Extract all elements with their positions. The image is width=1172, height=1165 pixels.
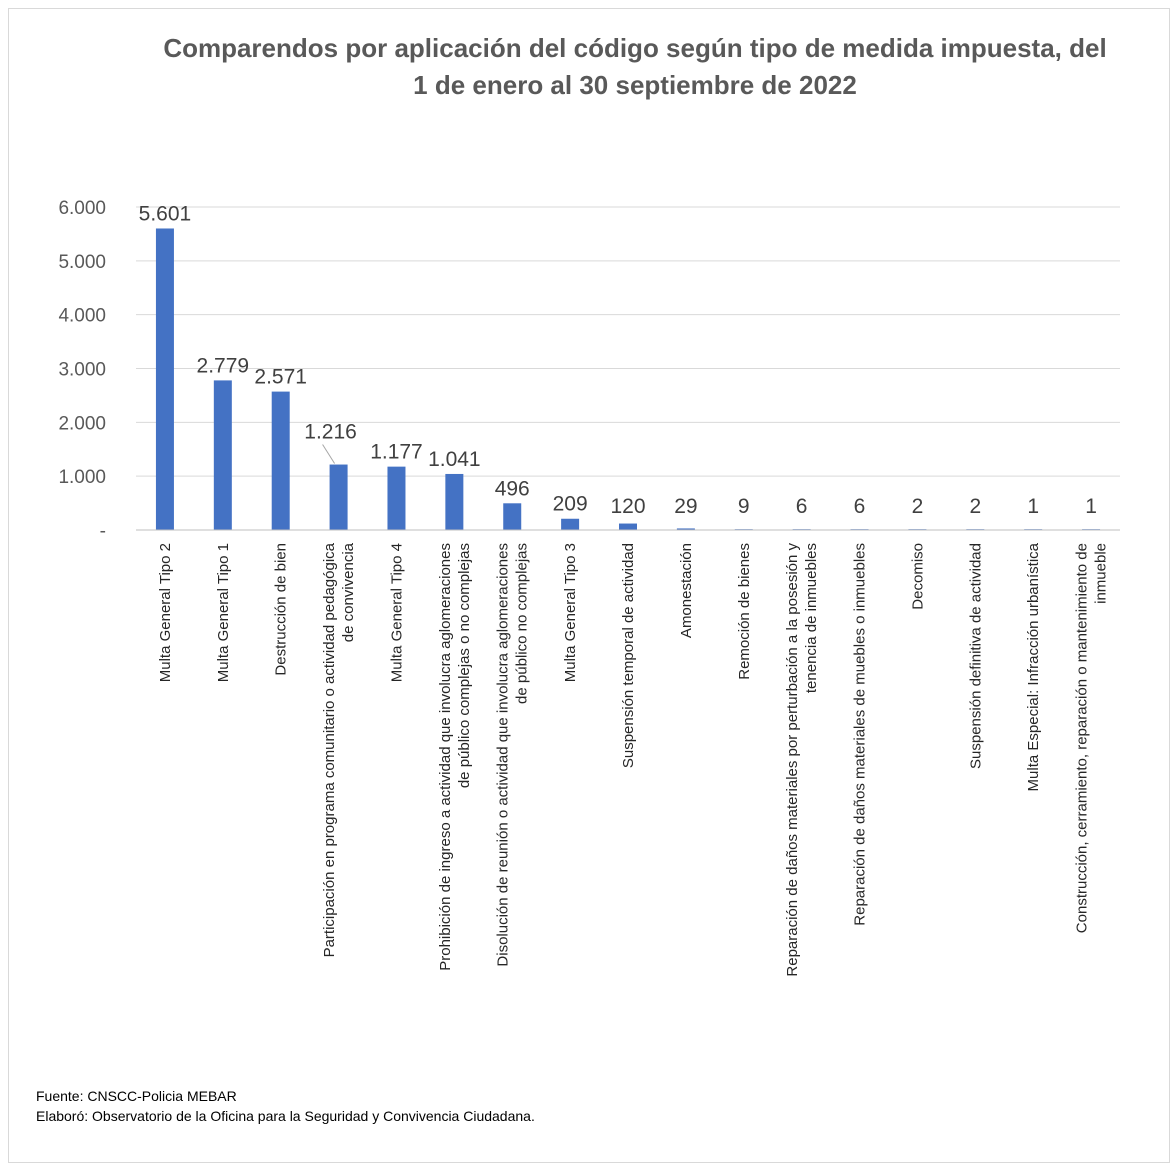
x-category-label-line: Multa General Tipo 3 [562,543,579,682]
data-label: 9 [738,495,750,518]
x-category-label-line: de público complejas o no complejas [456,543,473,788]
y-tick-label: 3.000 [58,360,106,381]
x-category-label-line: Suspensión temporal de actividad [620,543,637,768]
data-label: 1.216 [304,421,357,444]
x-category-label-line: Decomiso [909,543,926,610]
bar [619,523,637,530]
x-category-label: Amonestación [678,543,695,638]
x-category-label: Multa General Tipo 2 [157,543,174,682]
x-category-label-line: Prohibición de ingreso a actividad que i… [437,543,454,971]
data-label: 2 [969,495,981,518]
x-category-label: Remoción de bienes [736,543,753,680]
data-label: 1.177 [370,441,423,464]
data-label: 1.041 [428,448,481,471]
x-category-label: Multa General Tipo 1 [215,543,232,682]
bar [676,528,695,530]
x-category-label-line: Multa General Tipo 2 [157,543,174,682]
x-category-label: Participación en programa comunitario o … [321,542,357,957]
data-label: 1 [1027,495,1039,518]
x-category-label: Suspensión definitiva de actividad [967,543,984,769]
bar [445,473,464,530]
chart-frame [8,8,1170,1163]
x-category-label-line: Destrucción de bien [273,543,290,676]
x-category-label-line: inmueble [1093,543,1110,604]
data-label: 2.779 [197,354,250,377]
data-label: 29 [674,495,697,518]
x-category-label-line: Multa General Tipo 1 [215,543,232,682]
data-label: 1 [1085,495,1097,518]
x-category-label: Reparación de daños materiales por pertu… [784,543,820,977]
x-category-label-line: Construcción, cerramiento, reparación o … [1074,543,1091,933]
source-note: Fuente: CNSCC-Policia MEBAR [36,1088,237,1104]
x-category-label-line: de público no complejas [514,543,531,704]
data-label: 6 [854,495,866,518]
x-category-label-line: tenencia de inmuebles [803,543,820,693]
x-category-label: Decomiso [909,543,926,610]
data-label: 2.571 [254,366,307,389]
data-label: 209 [553,493,588,516]
y-tick-label: 4.000 [58,306,106,327]
data-label-leader [322,444,336,464]
y-tick-label: 2.000 [58,413,106,434]
chart-title-line-2: 1 de enero al 30 septiembre de 2022 [413,70,857,100]
y-tick-label: - [100,521,106,542]
y-tick-label: 6.000 [58,198,106,219]
x-category-label-line: Reparación de daños materiales por pertu… [784,543,801,977]
data-label: 496 [495,477,530,500]
y-tick-label: 1.000 [58,467,106,488]
x-category-label: Multa General Tipo 3 [562,543,579,682]
x-category-label-line: Participación en programa comunitario o … [321,542,338,957]
data-label: 6 [796,495,808,518]
x-category-label-line: Remoción de bienes [736,543,753,680]
y-tick-label: 5.000 [58,252,106,273]
x-category-label-line: Multa Especial: Infracción urbanística [1025,542,1042,791]
bar [329,464,348,530]
chart-title-line-1: Comparendos por aplicación del código se… [163,33,1107,63]
author-note: Elaboró: Observatorio de la Oficina para… [36,1108,535,1124]
bar [271,391,290,530]
x-category-label: Construcción, cerramiento, reparación o … [1074,543,1110,933]
bar [213,380,232,530]
x-category-label-line: Multa General Tipo 4 [388,543,405,682]
bar [155,228,174,531]
x-category-label: Disolución de reunión o actividad que in… [495,543,531,967]
x-category-label: Destrucción de bien [273,543,290,676]
bar [387,466,406,530]
x-category-label-line: de convivencia [340,542,357,642]
x-category-label-line: Reparación de daños materiales de mueble… [852,543,869,926]
x-category-label: Prohibición de ingreso a actividad que i… [437,543,473,971]
x-category-label: Multa General Tipo 4 [388,543,405,682]
x-category-label: Reparación de daños materiales de mueble… [852,543,869,926]
chart-title: Comparendos por aplicación del código se… [160,30,1110,104]
bar [503,503,522,530]
x-category-label-line: Amonestación [678,543,695,638]
bar [561,518,580,530]
data-label: 120 [610,495,645,518]
x-category-label-line: Suspensión definitiva de actividad [967,543,984,769]
x-category-label: Suspensión temporal de actividad [620,543,637,768]
data-label: 2 [912,495,924,518]
data-label: 5.601 [139,202,192,225]
x-category-label: Multa Especial: Infracción urbanística [1025,542,1042,791]
x-category-label-line: Disolución de reunión o actividad que in… [495,543,512,967]
